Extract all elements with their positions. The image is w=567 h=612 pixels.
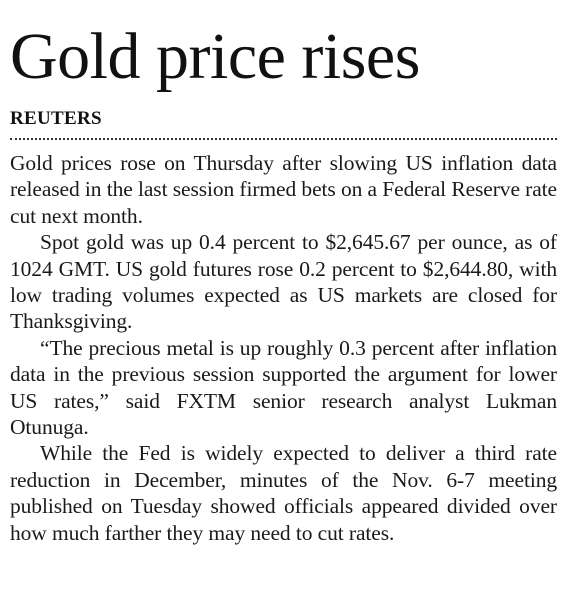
- article-paragraph: “The precious metal is up roughly 0.3 pe…: [10, 335, 557, 440]
- article-paragraph: Gold prices rose on Thursday after slowi…: [10, 151, 557, 228]
- article-headline: Gold price rises: [10, 20, 420, 93]
- byline-divider: [10, 138, 557, 140]
- article-paragraph: Spot gold was up 0.4 percent to $2,645.6…: [10, 230, 557, 334]
- news-article: Gold price rises REUTERS Gold prices ros…: [10, 0, 557, 546]
- article-paragraph: While the Fed is widely expected to deli…: [10, 441, 557, 545]
- article-byline: REUTERS: [10, 108, 102, 129]
- article-body: Gold prices rose on Thursday after slowi…: [10, 150, 557, 546]
